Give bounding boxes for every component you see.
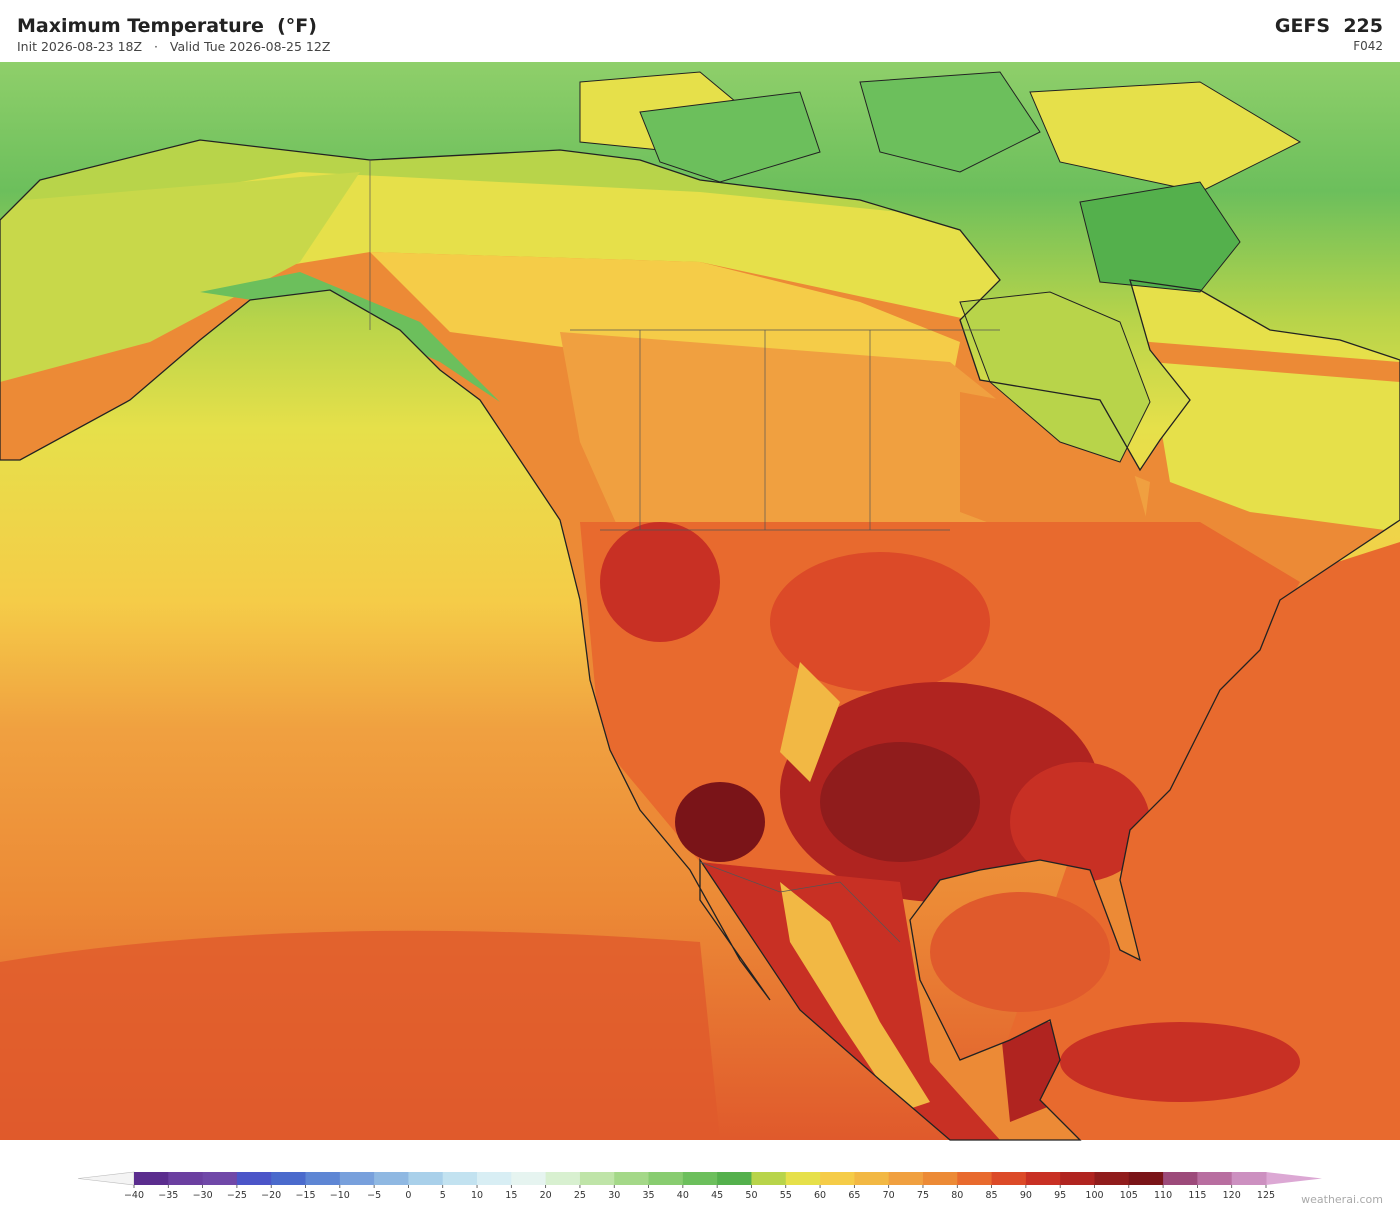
- colorbar-segment: [477, 1172, 512, 1185]
- colorbar-tick-label: 50: [745, 1190, 757, 1201]
- colorbar-tick-label: 105: [1120, 1190, 1138, 1201]
- colorbar-tick-label: 110: [1154, 1190, 1172, 1201]
- colorbar-tick-label: −40: [124, 1190, 144, 1201]
- colorbar-tick-label: −15: [295, 1190, 315, 1201]
- forecast-hour: F042: [1353, 39, 1383, 53]
- colorbar-segment: [717, 1172, 752, 1185]
- colorbar-tick-label: 115: [1188, 1190, 1206, 1201]
- colorbar-tick-label: 35: [642, 1190, 654, 1201]
- colorbar-segment: [682, 1172, 718, 1185]
- colorbar-tick-label: 60: [814, 1190, 826, 1201]
- colorbar-segment: [545, 1172, 581, 1185]
- colorbar-tick-label: 45: [711, 1190, 723, 1201]
- colorbar-tick-label: 125: [1257, 1190, 1275, 1201]
- colorbar-tick-label: 120: [1223, 1190, 1241, 1201]
- colorbar-tick-label: 65: [848, 1190, 860, 1201]
- colorbar-tick-label: 25: [574, 1190, 586, 1201]
- colorbar-segment: [922, 1172, 958, 1185]
- colorbar-tick-label: 90: [1020, 1190, 1032, 1201]
- colorbar-segment: [991, 1172, 1027, 1185]
- colorbar-segment: [820, 1172, 855, 1185]
- colorbar-segment: [957, 1172, 993, 1185]
- colorbar-segment: [202, 1172, 238, 1185]
- colorbar-segment: [271, 1172, 307, 1185]
- colorbar-tick-label: 30: [608, 1190, 620, 1201]
- colorbar-over: [1266, 1172, 1322, 1185]
- colorbar-segment: [1025, 1172, 1061, 1185]
- colorbar-segment: [888, 1172, 924, 1185]
- colorbar-tick-label: 0: [405, 1190, 411, 1201]
- colorbar-tick-label: −5: [367, 1190, 381, 1201]
- colorbar-tick-label: 40: [677, 1190, 689, 1201]
- colorbar-segment: [1197, 1172, 1233, 1185]
- map: [0, 62, 1400, 1141]
- colorbar-segment: [1163, 1172, 1198, 1185]
- colorbar-segment: [168, 1172, 204, 1185]
- colorbar-segment: [579, 1172, 615, 1185]
- colorbar-tick-label: −30: [193, 1190, 213, 1201]
- colorbar-tick-label: 10: [471, 1190, 483, 1201]
- colorbar-segment: [1060, 1172, 1095, 1185]
- colorbar-segment: [236, 1172, 272, 1185]
- colorbar-tick-label: 100: [1085, 1190, 1103, 1201]
- colorbar-segment: [408, 1172, 444, 1185]
- separator: ·: [153, 39, 158, 54]
- colorbar-segment: [648, 1172, 684, 1185]
- map-subtitle: Init 2026-08-23 18Z · Valid Tue 2026-08-…: [17, 39, 330, 54]
- colorbar-tick-label: 80: [951, 1190, 963, 1201]
- colorbar-segment: [374, 1172, 409, 1185]
- colorbar-tick-label: 75: [917, 1190, 929, 1201]
- colorbar-tick-label: −35: [158, 1190, 178, 1201]
- colorbar-tick-label: −10: [330, 1190, 350, 1201]
- colorbar-segment: [305, 1172, 341, 1185]
- colorbar-tick-label: −25: [227, 1190, 247, 1201]
- colorbar-tick-label: 20: [540, 1190, 552, 1201]
- colorbar-tick-label: 70: [883, 1190, 895, 1201]
- colorbar-segment: [751, 1172, 787, 1185]
- colorbar-segment: [785, 1172, 821, 1185]
- colorbar-tick-label: 5: [440, 1190, 446, 1201]
- colorbar-segment: [1094, 1172, 1130, 1185]
- init-time: Init 2026-08-23 18Z: [17, 39, 143, 54]
- colorbar-segment: [134, 1172, 169, 1185]
- colorbar-segment: [854, 1172, 890, 1185]
- watermark: weatherai.com: [1301, 1193, 1383, 1206]
- valid-time: Valid Tue 2026-08-25 12Z: [169, 39, 331, 54]
- colorbar-tick-label: −20: [261, 1190, 281, 1201]
- colorbar-segment: [339, 1172, 375, 1185]
- colorbar-segment: [442, 1172, 478, 1185]
- colorbar-segment: [511, 1172, 547, 1185]
- colorbar: −40 −35 −30 −25 −20 −15 −10 −5 0 5 10 15 20 25 30 35 40 4…: [77, 1171, 1322, 1201]
- map-title: Maximum Temperature (°F): [17, 15, 317, 37]
- colorbar-tick-label: 55: [780, 1190, 792, 1201]
- colorbar-segment: [614, 1172, 650, 1185]
- colorbar-tick-label: 85: [986, 1190, 998, 1201]
- model-name: GEFS 225: [1274, 15, 1383, 37]
- colorbar-segment: [1128, 1172, 1164, 1185]
- colorbar-tick-label: 95: [1054, 1190, 1066, 1201]
- colorbar-segment: [1231, 1172, 1267, 1185]
- colorbar-under: [77, 1171, 135, 1186]
- colorbar-tick-label: 15: [505, 1190, 517, 1201]
